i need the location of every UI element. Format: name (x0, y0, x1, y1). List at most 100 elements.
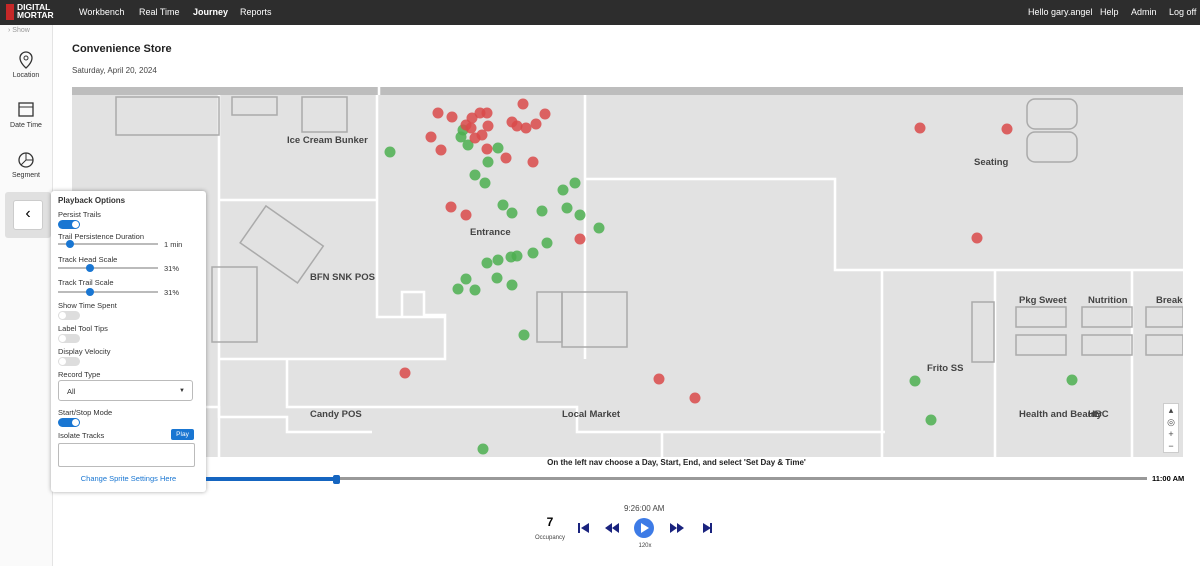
slider[interactable] (58, 240, 158, 248)
visitor-dot (520, 122, 532, 134)
visitor-dot (530, 118, 542, 130)
toggle[interactable] (58, 357, 80, 366)
visitor-dot (469, 169, 481, 181)
nav-link[interactable]: Workbench (79, 7, 125, 17)
visitor-dot (479, 177, 491, 189)
timeline-end: 11:00 AM (1152, 474, 1185, 483)
calendar-icon (18, 102, 34, 117)
visitor-dot (446, 111, 458, 123)
logo[interactable]: DIGITAL MORTAR (17, 2, 54, 20)
user[interactable]: Hello gary.angel (1028, 7, 1093, 17)
visitor-dot (477, 443, 489, 455)
skip-end[interactable] (703, 523, 712, 533)
visitor-dot (506, 207, 518, 219)
map-label: Break (1156, 295, 1183, 306)
visitor-dot (593, 222, 605, 234)
collapse-area: ‹ (5, 192, 51, 238)
occupancy-label: Occupancy (534, 535, 565, 541)
panel-title: Playback Options (58, 196, 126, 205)
slider-value: 1 min (164, 240, 183, 249)
visitor-dot (452, 283, 464, 295)
visitor-dot (561, 202, 573, 214)
instruction: On the left nav choose a Day, Start, End… (547, 458, 806, 467)
nav-link[interactable]: Journey (193, 7, 229, 17)
visitor-dot (925, 414, 937, 426)
visitor-dot (460, 273, 472, 285)
visitor-dot (569, 177, 581, 189)
map-label: BFN SNK POS (310, 272, 375, 283)
toggle[interactable] (58, 311, 80, 320)
sprite-link[interactable]: Change Sprite Settings Here (80, 474, 177, 483)
nav-link[interactable]: Admin (1131, 7, 1157, 17)
visitor-dot (539, 108, 551, 120)
timeline-track[interactable] (206, 477, 1147, 480)
option-label: Track Head Scale (58, 255, 118, 264)
visitor-dot (476, 129, 488, 141)
visitor-dot (445, 201, 457, 213)
map-label: Local Market (562, 409, 621, 420)
page-title: Convenience Store (72, 43, 172, 55)
visitor-dot (653, 373, 665, 385)
visitor-dot (971, 232, 983, 244)
visitor-dot (481, 143, 493, 155)
option-label: Display Velocity (58, 347, 111, 356)
show[interactable]: › Show (8, 27, 30, 34)
option-label: Record Type (58, 370, 101, 379)
visitor-dot (435, 144, 447, 156)
map-label: Health and Beauty (1019, 409, 1102, 420)
occupancy-value: 7 (546, 515, 554, 529)
play[interactable] (634, 518, 654, 538)
pie-icon (18, 152, 34, 168)
visitor-dot (1001, 123, 1013, 135)
store-map (72, 87, 1183, 457)
visitor-dot (482, 120, 494, 132)
visitor-dot (914, 122, 926, 134)
visitor-dot (909, 375, 921, 387)
visitor-dot (574, 233, 586, 245)
slider[interactable] (58, 264, 158, 272)
current-time: 9:26:00 AM (624, 504, 665, 513)
isolate-input[interactable] (58, 443, 195, 467)
logo-mark (6, 4, 14, 20)
option-label: Isolate Tracks (58, 431, 105, 440)
visitor-dot (432, 107, 444, 119)
slider-value: 31% (164, 288, 180, 297)
visitor-dot (1066, 374, 1078, 386)
record-type-select[interactable]: All ▼ (58, 380, 193, 401)
visitor-dot (541, 237, 553, 249)
visitor-dot (517, 98, 529, 110)
nav-item[interactable]: Date Time (10, 122, 42, 129)
collapse-button[interactable]: ‹ (13, 200, 43, 230)
nav-link[interactable]: Log off (1169, 7, 1197, 17)
option-label: Show Time Spent (58, 301, 117, 310)
nav-item[interactable]: Segment (11, 172, 41, 179)
nav-link[interactable]: Real Time (139, 7, 180, 17)
visitor-dot (557, 184, 569, 196)
visitor-dot (465, 122, 477, 134)
playback-panel: Playback Options Persist Trails Trail Pe… (51, 191, 206, 492)
toggle[interactable] (58, 334, 80, 343)
visitor-dot (527, 247, 539, 259)
timeline-handle[interactable] (333, 475, 340, 484)
map-label: HBC (1088, 409, 1109, 420)
visitor-dot (497, 199, 509, 211)
zoom-controls[interactable]: ▴ ◎ + − (1163, 403, 1179, 453)
play-button[interactable]: Play (171, 429, 194, 440)
toggle[interactable] (58, 220, 80, 229)
timeline-progress (206, 477, 337, 481)
skip-start[interactable] (578, 523, 589, 533)
slider[interactable] (58, 288, 158, 296)
nav-link[interactable]: Help (1100, 7, 1119, 17)
nav-item[interactable]: Location (12, 72, 40, 79)
location-icon (19, 51, 33, 69)
toggle[interactable] (58, 418, 80, 427)
map-label: Ice Cream Bunker (287, 135, 368, 146)
nav-link[interactable]: Reports (240, 7, 272, 17)
fast-forward[interactable] (670, 523, 684, 533)
rewind[interactable] (605, 523, 619, 533)
visitor-dot (536, 205, 548, 217)
playback-controls (578, 518, 712, 538)
visitor-dot (505, 251, 517, 263)
visitor-dot (481, 107, 493, 119)
